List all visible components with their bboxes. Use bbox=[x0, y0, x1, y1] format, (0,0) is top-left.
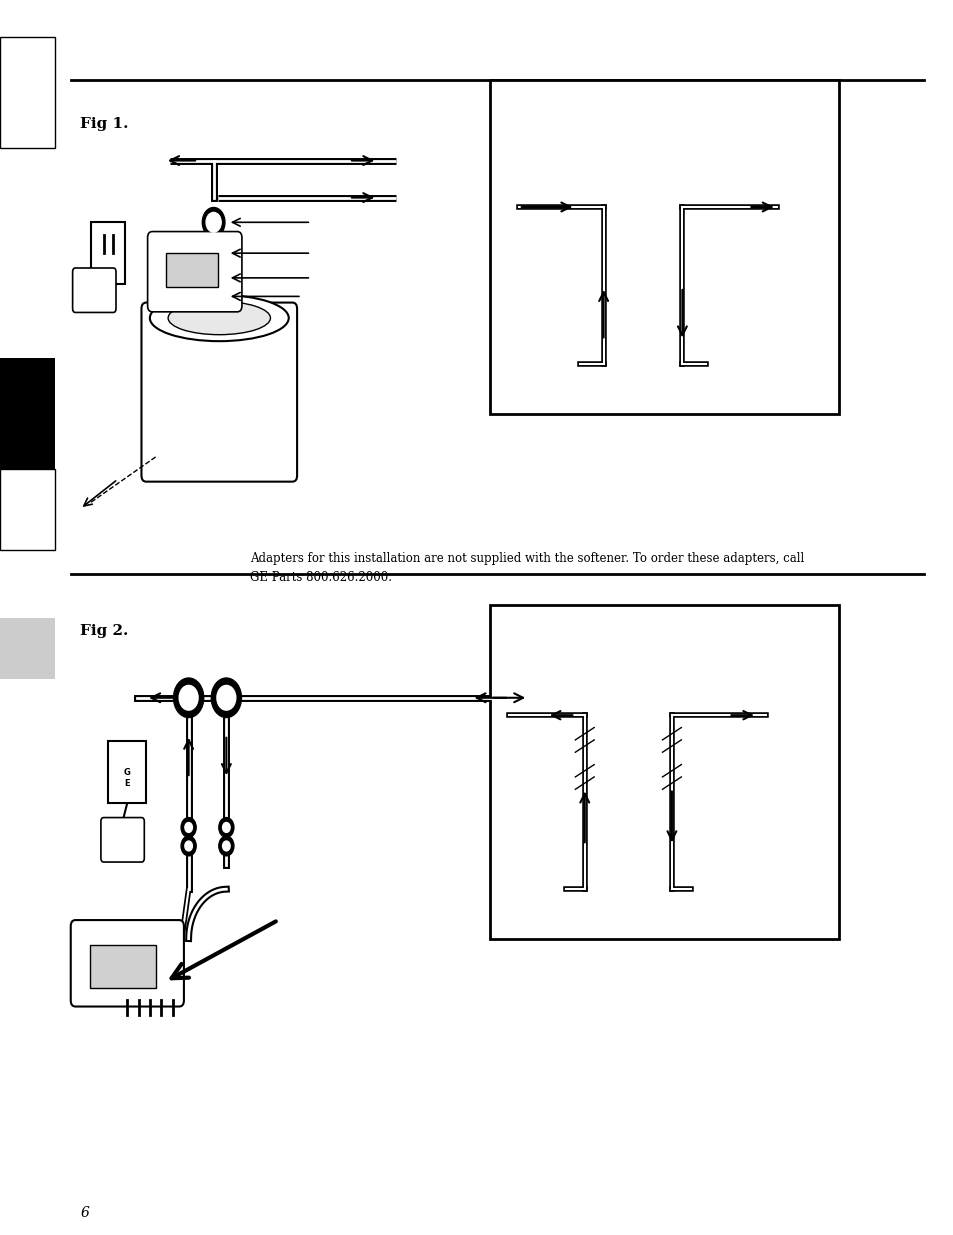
Ellipse shape bbox=[168, 301, 270, 335]
Circle shape bbox=[206, 243, 221, 263]
Bar bbox=[91, 222, 125, 284]
Text: G
E: G E bbox=[124, 768, 131, 788]
Circle shape bbox=[206, 287, 221, 306]
Circle shape bbox=[185, 823, 193, 832]
Bar bbox=[0, 469, 54, 550]
Circle shape bbox=[222, 841, 230, 851]
Bar bbox=[109, 741, 146, 803]
Circle shape bbox=[202, 207, 225, 237]
FancyBboxPatch shape bbox=[71, 920, 184, 1007]
Circle shape bbox=[206, 268, 221, 288]
Bar bbox=[490, 605, 839, 939]
Bar bbox=[166, 253, 218, 288]
Bar bbox=[490, 80, 839, 414]
Text: Fig 2.: Fig 2. bbox=[80, 624, 129, 637]
Circle shape bbox=[216, 685, 235, 710]
Circle shape bbox=[202, 238, 225, 268]
FancyBboxPatch shape bbox=[72, 268, 116, 312]
Circle shape bbox=[181, 836, 196, 856]
Bar bbox=[0, 37, 54, 148]
Circle shape bbox=[211, 678, 241, 718]
Bar bbox=[90, 945, 155, 988]
Text: 6: 6 bbox=[80, 1207, 89, 1220]
Text: Fig 1.: Fig 1. bbox=[80, 117, 129, 131]
FancyBboxPatch shape bbox=[148, 232, 242, 312]
Text: GE Parts 800.626.2000.: GE Parts 800.626.2000. bbox=[250, 571, 392, 584]
Circle shape bbox=[185, 841, 193, 851]
Circle shape bbox=[218, 818, 233, 837]
FancyBboxPatch shape bbox=[101, 818, 144, 862]
Circle shape bbox=[222, 823, 230, 832]
FancyBboxPatch shape bbox=[141, 303, 296, 482]
Circle shape bbox=[202, 282, 225, 311]
Circle shape bbox=[202, 263, 225, 293]
Circle shape bbox=[179, 685, 198, 710]
Circle shape bbox=[181, 818, 196, 837]
Bar bbox=[0, 358, 54, 469]
Bar bbox=[0, 618, 54, 679]
Text: Adapters for this installation are not supplied with the softener. To order thes: Adapters for this installation are not s… bbox=[250, 552, 803, 566]
Circle shape bbox=[218, 836, 233, 856]
Ellipse shape bbox=[150, 295, 289, 341]
Circle shape bbox=[173, 678, 204, 718]
Circle shape bbox=[206, 212, 221, 232]
